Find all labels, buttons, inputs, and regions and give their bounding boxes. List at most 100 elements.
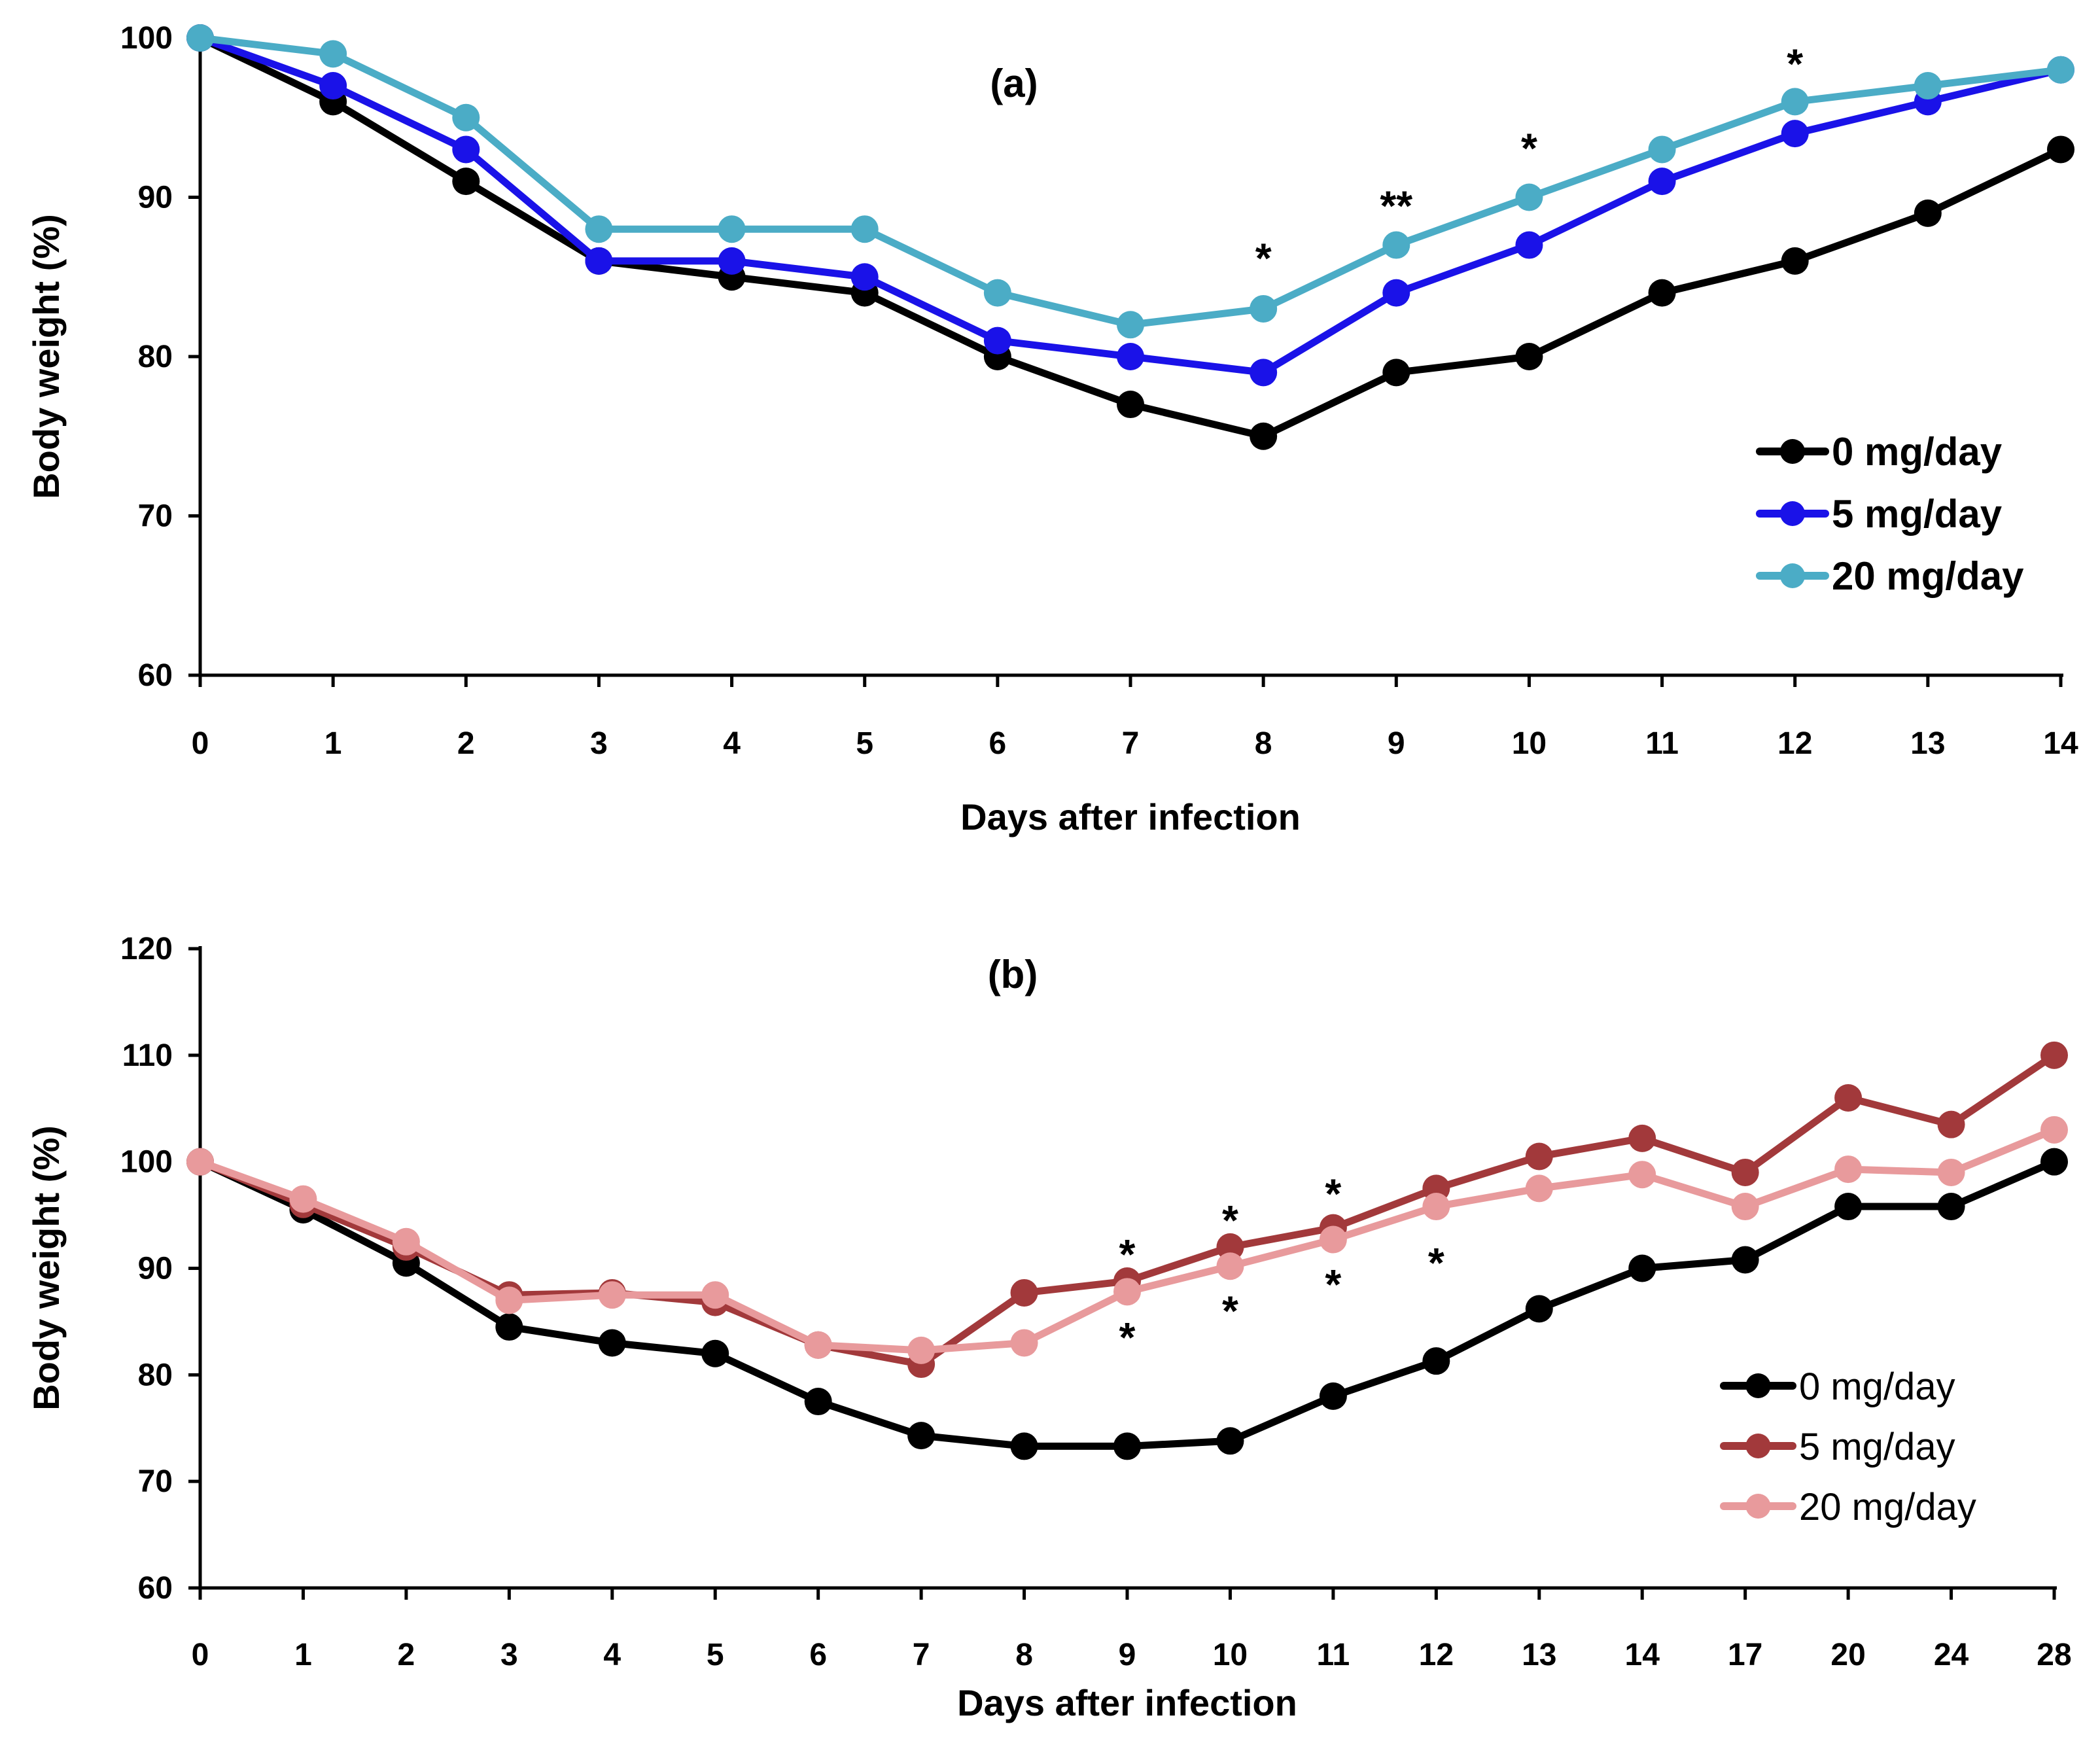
x-tick-label: 8	[1255, 726, 1272, 761]
data-point	[983, 279, 1011, 307]
x-tick-label: 3	[590, 726, 608, 761]
significance-marker: *	[1787, 41, 1803, 88]
y-tick-label: 80	[138, 340, 173, 374]
data-point	[718, 247, 746, 275]
legend-label: 20 mg/day	[1799, 1486, 1976, 1528]
series-20-mg-day	[186, 24, 2074, 339]
data-point	[2040, 1116, 2068, 1144]
legend-swatch-marker	[1780, 501, 1805, 526]
x-tick-label: 6	[989, 726, 1007, 761]
x-tick-label: 2	[398, 1638, 415, 1672]
data-point	[1525, 1142, 1553, 1171]
legend-swatch-marker	[1745, 1373, 1771, 1398]
data-point	[1382, 231, 1410, 259]
x-tick-label: 7	[1122, 726, 1140, 761]
data-point	[1781, 88, 1809, 116]
data-point	[1937, 1193, 1965, 1221]
data-point	[1319, 1382, 1347, 1410]
data-point	[804, 1331, 832, 1359]
data-point	[850, 263, 879, 291]
legend-label: 5 mg/day	[1832, 492, 2003, 536]
x-tick-label: 17	[1728, 1638, 1762, 1672]
x-tick-label: 4	[603, 1638, 621, 1672]
legend-label: 5 mg/day	[1799, 1426, 1955, 1468]
significance-marker: *	[1119, 1314, 1136, 1361]
x-tick-label: 20	[1830, 1638, 1865, 1672]
data-point	[1250, 359, 1278, 387]
data-point	[1113, 1278, 1141, 1306]
x-tick-label: 5	[856, 726, 873, 761]
significance-marker: *	[1255, 235, 1272, 282]
x-tick-label: 14	[2043, 726, 2078, 761]
x-tick-label: 6	[809, 1638, 827, 1672]
x-tick-label: 13	[1522, 1638, 1556, 1672]
data-point	[1515, 231, 1543, 259]
data-point	[1525, 1174, 1553, 1203]
data-point	[1515, 183, 1543, 211]
data-point	[1382, 279, 1410, 307]
x-axis-title: Days after infection	[957, 1682, 1297, 1723]
significance-marker: *	[1222, 1287, 1238, 1334]
data-point	[452, 103, 480, 132]
data-point	[983, 326, 1011, 355]
x-tick-label: 5	[707, 1638, 724, 1672]
x-tick-label: 28	[2037, 1638, 2071, 1672]
x-tick-label: 11	[1317, 1638, 1350, 1672]
significance-marker: **	[1380, 182, 1412, 229]
legend-swatch-marker	[1745, 1434, 1771, 1458]
data-point	[1216, 1252, 1244, 1280]
y-axis-title: Body weight (%)	[26, 214, 67, 499]
data-point	[804, 1388, 832, 1416]
data-point	[1648, 135, 1676, 164]
legend: 0 mg/day 5 mg/day 20 mg/day	[1756, 430, 2024, 598]
data-point	[1010, 1432, 1038, 1460]
x-axis-title: Days after infection	[960, 796, 1301, 837]
data-point	[495, 1313, 523, 1341]
data-point	[1834, 1083, 1863, 1112]
data-point	[598, 1281, 626, 1309]
data-point	[1628, 1254, 1656, 1282]
data-point	[1937, 1110, 1965, 1138]
data-point	[1628, 1161, 1656, 1189]
data-point	[1937, 1158, 1965, 1186]
data-point	[701, 1339, 729, 1367]
y-tick-label: 90	[138, 1252, 173, 1286]
data-point	[1250, 294, 1278, 323]
data-point	[850, 215, 879, 243]
data-point	[1834, 1193, 1863, 1221]
data-point	[1525, 1295, 1553, 1323]
data-point	[701, 1281, 729, 1309]
data-point	[1781, 247, 1809, 275]
data-point	[1422, 1193, 1450, 1221]
x-tick-label: 14	[1625, 1638, 1660, 1672]
x-tick-label: 1	[324, 726, 342, 761]
data-point	[2040, 1148, 2068, 1176]
y-tick-label: 90	[138, 181, 173, 215]
data-point	[319, 40, 347, 68]
significance-marker: *	[1521, 125, 1537, 172]
data-point	[186, 24, 214, 52]
data-point	[1914, 72, 1942, 100]
x-tick-label: 12	[1777, 726, 1812, 761]
significance-marker: *	[1325, 1170, 1341, 1217]
legend-swatch-marker	[1745, 1494, 1771, 1519]
x-tick-label: 11	[1645, 726, 1679, 761]
legend-item: 5 mg/day	[1720, 1426, 1955, 1468]
data-point	[1250, 422, 1278, 450]
x-tick-label: 13	[1910, 726, 1945, 761]
data-point	[289, 1185, 317, 1213]
data-point	[907, 1422, 936, 1450]
data-point	[1010, 1278, 1038, 1307]
legend-item: 20 mg/day	[1720, 1486, 1976, 1528]
data-point	[598, 1329, 626, 1357]
panel-label: (a)	[990, 62, 1038, 105]
data-point	[718, 215, 746, 243]
data-point	[1382, 359, 1410, 387]
data-point	[2047, 56, 2074, 84]
data-point	[392, 1227, 420, 1256]
data-point	[319, 72, 347, 100]
series-line	[196, 34, 2065, 440]
y-tick-label: 100	[120, 1145, 173, 1180]
legend-swatch-marker	[1780, 439, 1805, 464]
